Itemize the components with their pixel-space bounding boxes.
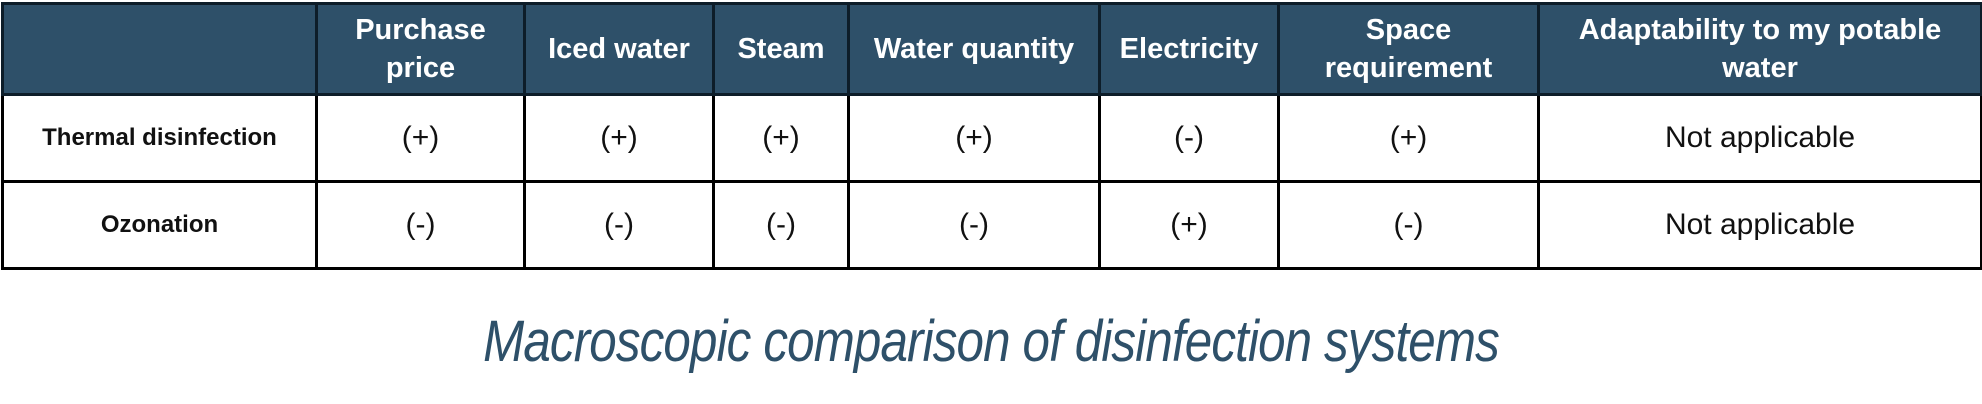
row-label: Thermal disinfection xyxy=(1,93,318,183)
table-row: Ozonation (-) (-) (-) (-) (+) (-) Not applicabl… xyxy=(1,180,1982,270)
header-row: Purchase price Iced water Steam Water quant… xyxy=(1,2,1982,96)
column-header: Space requirement xyxy=(1277,2,1540,96)
table-cell: (+) xyxy=(1277,93,1540,183)
table-cell: (+) xyxy=(1098,180,1280,270)
table-cell: (-) xyxy=(847,180,1101,270)
table-cell: (+) xyxy=(315,93,526,183)
comparison-table: Purchase price Iced water Steam Water quant… xyxy=(1,2,1982,270)
table-cell: (+) xyxy=(523,93,715,183)
table-cell: (+) xyxy=(712,93,850,183)
column-header: Purchase price xyxy=(315,2,526,96)
table-body: Thermal disinfection (+) (+) (+) (+) (-) (+) No… xyxy=(1,93,1982,270)
table-cell: (-) xyxy=(1277,180,1540,270)
table-row: Thermal disinfection (+) (+) (+) (+) (-) (+) No… xyxy=(1,93,1982,183)
table-cell: (+) xyxy=(847,93,1101,183)
column-header: Steam xyxy=(712,2,850,96)
column-header: Iced water xyxy=(523,2,715,96)
table-cell: (-) xyxy=(712,180,850,270)
table-cell: Not applicable xyxy=(1537,180,1982,270)
row-label: Ozonation xyxy=(1,180,318,270)
caption: Macroscopic comparison of disinfection s… xyxy=(483,309,1500,374)
column-header: Electricity xyxy=(1098,2,1280,96)
corner-cell xyxy=(1,2,318,96)
table-cell: Not applicable xyxy=(1537,93,1982,183)
table-cell: (-) xyxy=(1098,93,1280,183)
table-cell: (-) xyxy=(523,180,715,270)
table-cell: (-) xyxy=(315,180,526,270)
column-header: Adaptability to my potable water xyxy=(1537,2,1982,96)
column-header: Water quantity xyxy=(847,2,1101,96)
